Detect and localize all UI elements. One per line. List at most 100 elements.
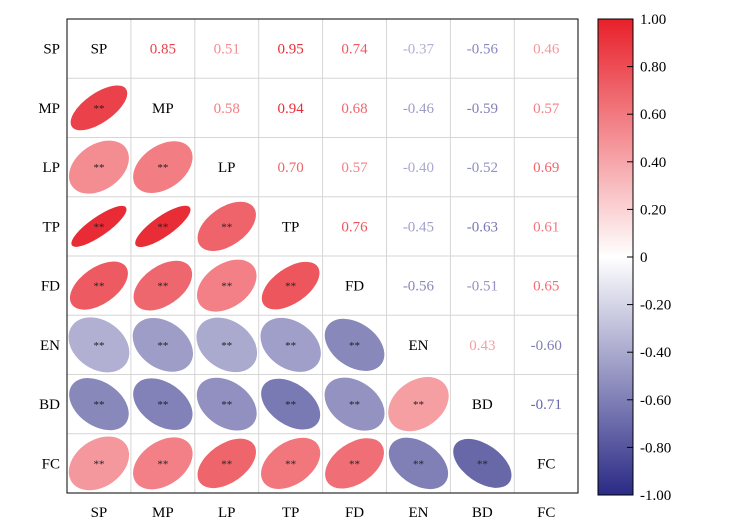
correlation-value: 0.57 — [533, 101, 560, 117]
significance-mark: ** — [221, 281, 232, 293]
significance-mark: ** — [221, 399, 232, 411]
correlation-value: 0.76 — [341, 219, 368, 235]
column-label: MP — [152, 505, 174, 521]
correlation-value: -0.56 — [467, 42, 499, 58]
correlation-ellipse — [388, 377, 449, 432]
diagonal-label: FC — [537, 456, 555, 472]
correlation-ellipse — [324, 318, 385, 371]
diagonal-label: SP — [91, 42, 108, 58]
row-label: BD — [39, 397, 60, 413]
correlation-ellipse — [261, 261, 320, 310]
correlation-value: -0.37 — [403, 42, 435, 58]
correlation-value: 0.95 — [278, 42, 304, 58]
correlation-value: 0.46 — [533, 42, 560, 58]
correlation-ellipse — [197, 438, 256, 489]
correlation-value: 0.57 — [341, 160, 368, 176]
correlation-value: -0.52 — [467, 160, 498, 176]
correlation-value: 0.69 — [533, 160, 559, 176]
correlation-ellipse — [133, 141, 193, 194]
correlation-value: -0.46 — [403, 101, 435, 117]
correlation-ellipse — [133, 378, 193, 430]
diagonal-label: FD — [345, 279, 364, 295]
axis-labels: SP SP MP MP LP LP TP TP FD FD EN EN BD BD FC FC — [38, 42, 555, 521]
significance-mark: ** — [157, 221, 168, 233]
matrix-cells: SP 0.85 0.51 0.95 0.74 -0.37 -0.56 0.46 ** MP 0.58… — [68, 42, 562, 491]
significance-mark: ** — [285, 281, 296, 293]
colorbar-tick-label: -0.80 — [640, 440, 671, 456]
colorbar-tick-label: 0.80 — [640, 60, 666, 76]
significance-mark: ** — [93, 340, 104, 352]
row-label: SP — [43, 42, 60, 58]
significance-mark: ** — [413, 458, 424, 470]
significance-mark: ** — [221, 340, 232, 352]
correlation-value: -0.71 — [531, 397, 562, 413]
correlation-ellipse — [196, 259, 257, 312]
significance-mark: ** — [285, 399, 296, 411]
row-label: FC — [42, 456, 60, 472]
significance-mark: ** — [349, 399, 360, 411]
significance-mark: ** — [157, 281, 168, 293]
correlation-value: -0.51 — [467, 279, 498, 295]
significance-mark: ** — [413, 399, 424, 411]
correlation-ellipse — [68, 140, 129, 194]
correlation-value: -0.59 — [467, 101, 498, 117]
colorbar-tick-label: 1.00 — [640, 12, 666, 28]
correlation-ellipse — [196, 377, 257, 431]
correlation-value: -0.56 — [403, 279, 435, 295]
row-label: MP — [38, 101, 60, 117]
significance-mark: ** — [93, 399, 104, 411]
correlation-ellipse — [261, 378, 321, 430]
correlation-ellipse — [260, 317, 321, 372]
correlation-ellipse — [132, 317, 194, 372]
correlation-value: -0.45 — [403, 219, 434, 235]
correlation-ellipse — [324, 377, 385, 431]
correlation-value: -0.40 — [403, 160, 434, 176]
significance-mark: ** — [93, 221, 104, 233]
significance-mark: ** — [157, 458, 168, 470]
row-label: TP — [42, 219, 60, 235]
correlation-ellipse — [69, 378, 129, 431]
significance-mark: ** — [477, 458, 488, 470]
correlation-ellipse — [69, 261, 128, 310]
correlation-value: 0.94 — [278, 101, 305, 117]
correlation-value: -0.63 — [467, 219, 498, 235]
correlation-ellipse — [71, 205, 127, 247]
column-label: EN — [408, 505, 428, 521]
diagonal-label: MP — [152, 101, 174, 117]
colorbar-tick-label: 0.40 — [640, 155, 666, 171]
significance-mark: ** — [93, 103, 104, 115]
correlation-value: 0.43 — [469, 338, 495, 354]
correlation-value: 0.85 — [150, 42, 176, 58]
correlation-ellipse — [261, 437, 321, 489]
correlation-ellipse — [68, 317, 130, 373]
correlation-value: 0.51 — [214, 42, 240, 58]
row-label: FD — [41, 279, 60, 295]
significance-mark: ** — [221, 221, 232, 233]
colorbar-tick-label: 0 — [640, 250, 648, 266]
significance-mark: ** — [93, 162, 104, 174]
column-label: LP — [218, 505, 236, 521]
correlation-ellipse — [135, 205, 191, 248]
correlation-value: 0.74 — [341, 42, 368, 58]
correlation-value: -0.60 — [531, 338, 562, 354]
correlation-value: 0.70 — [278, 160, 304, 176]
significance-mark: ** — [157, 399, 168, 411]
significance-mark: ** — [285, 458, 296, 470]
significance-mark: ** — [349, 340, 360, 352]
column-label: TP — [282, 505, 300, 521]
colorbar-tick-label: -0.40 — [640, 345, 671, 361]
correlation-ellipse — [197, 201, 256, 251]
colorbar-tick-label: -0.60 — [640, 393, 671, 409]
column-label: SP — [91, 505, 108, 521]
correlation-value: 0.58 — [214, 101, 240, 117]
correlation-value: 0.61 — [533, 219, 559, 235]
column-label: FD — [345, 505, 364, 521]
row-label: LP — [42, 160, 60, 176]
significance-mark: ** — [93, 281, 104, 293]
plot-frame — [66, 18, 579, 494]
grid-lines — [67, 19, 579, 493]
row-label: EN — [40, 338, 60, 354]
colorbar-tick-label: 0.60 — [640, 107, 666, 123]
correlation-ellipse — [196, 317, 258, 373]
